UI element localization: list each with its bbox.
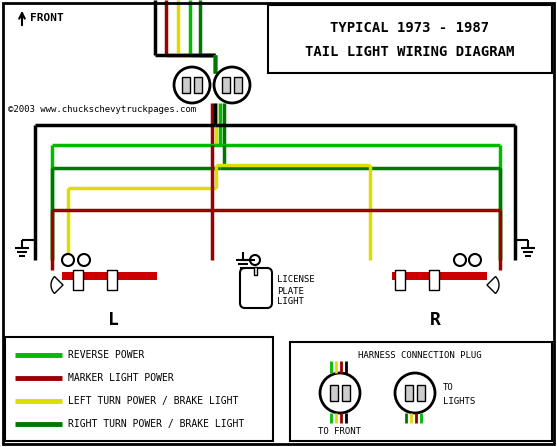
Bar	[330, 385, 338, 401]
Bar	[268, 5, 552, 73]
Text: R: R	[429, 311, 441, 329]
Bar	[73, 270, 83, 290]
Text: PLATE: PLATE	[277, 287, 304, 295]
Circle shape	[395, 373, 435, 413]
Text: L: L	[108, 311, 119, 329]
Bar	[342, 385, 350, 401]
Text: FRONT: FRONT	[30, 13, 63, 23]
Circle shape	[320, 373, 360, 413]
Text: LEFT TURN POWER / BRAKE LIGHT: LEFT TURN POWER / BRAKE LIGHT	[68, 396, 238, 406]
Text: TYPICAL 1973 - 1987: TYPICAL 1973 - 1987	[330, 21, 490, 35]
Bar	[5, 337, 273, 441]
Text: HARNESS CONNECTION PLUG: HARNESS CONNECTION PLUG	[358, 350, 482, 359]
Text: RIGHT TURN POWER / BRAKE LIGHT: RIGHT TURN POWER / BRAKE LIGHT	[68, 419, 245, 429]
Text: MARKER LIGHT POWER: MARKER LIGHT POWER	[68, 373, 174, 383]
Bar	[290, 342, 552, 441]
Text: REVERSE POWER: REVERSE POWER	[68, 350, 144, 360]
Circle shape	[174, 67, 210, 103]
Text: ©2003 www.chuckschevytruckpages.com: ©2003 www.chuckschevytruckpages.com	[8, 105, 196, 114]
Bar	[395, 270, 405, 290]
Circle shape	[214, 67, 250, 103]
Bar	[62, 272, 157, 280]
Bar	[194, 77, 202, 93]
Text: TO FRONT: TO FRONT	[319, 426, 361, 435]
Circle shape	[250, 255, 260, 265]
Text: LICENSE: LICENSE	[277, 275, 315, 284]
Text: TO: TO	[443, 384, 454, 392]
Circle shape	[469, 254, 481, 266]
Circle shape	[62, 254, 74, 266]
Bar	[222, 77, 230, 93]
Bar	[234, 77, 242, 93]
Bar	[107, 270, 117, 290]
Bar	[417, 385, 425, 401]
Text: LIGHT: LIGHT	[277, 298, 304, 307]
Wedge shape	[487, 277, 499, 294]
Bar	[429, 270, 439, 290]
Bar	[392, 272, 487, 280]
Text: LIGHTS: LIGHTS	[443, 396, 475, 405]
Bar	[405, 385, 413, 401]
Bar	[182, 77, 190, 93]
Bar	[254, 267, 257, 275]
Text: TAIL LIGHT WIRING DIAGRAM: TAIL LIGHT WIRING DIAGRAM	[305, 45, 515, 59]
Wedge shape	[51, 277, 63, 294]
Circle shape	[454, 254, 466, 266]
Circle shape	[78, 254, 90, 266]
FancyBboxPatch shape	[240, 268, 272, 308]
